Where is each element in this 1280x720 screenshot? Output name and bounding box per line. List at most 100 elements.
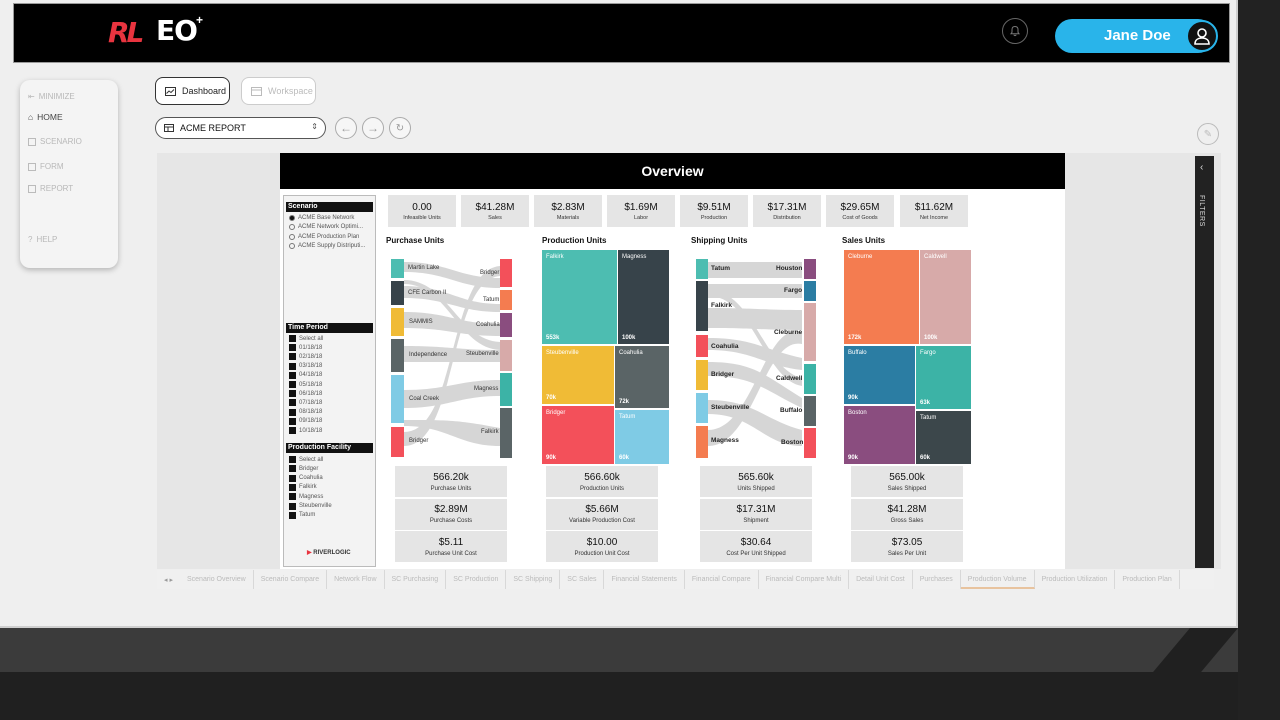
- checkbox-icon[interactable]: [289, 408, 296, 416]
- treemap-tile[interactable]: Bridger 90k: [542, 406, 614, 464]
- report-tab[interactable]: Scenario Compare: [254, 570, 328, 589]
- report-tab[interactable]: SC Sales: [560, 570, 605, 589]
- rl-logo[interactable]: RL: [108, 16, 144, 49]
- refresh-button[interactable]: ↻: [389, 117, 411, 139]
- treemap-tile[interactable]: Caldwell 100k: [920, 250, 971, 344]
- nav-minimize[interactable]: ⇤ MINIMIZE: [28, 92, 75, 101]
- radio-icon[interactable]: [289, 224, 295, 231]
- checkbox-icon[interactable]: [289, 353, 296, 361]
- checkbox-icon[interactable]: [289, 381, 296, 388]
- checkbox-icon[interactable]: [289, 474, 296, 482]
- riverlogic-brand: ▶ RIVERLOGIC: [307, 549, 351, 556]
- time-period-option[interactable]: 06/18/18: [289, 390, 322, 398]
- shipping-dest-label: Buffalo: [780, 407, 803, 414]
- report-tab[interactable]: Detail Unit Cost: [849, 570, 913, 589]
- dashboard-button[interactable]: Dashboard: [155, 77, 230, 105]
- treemap-tile[interactable]: Coahulia 72k: [615, 346, 669, 408]
- scenario-option[interactable]: ACME Supply Distriputi...: [289, 242, 365, 249]
- scenario-option[interactable]: ACME Production Plan: [289, 233, 359, 240]
- report-tab[interactable]: Financial Compare: [685, 570, 759, 589]
- treemap-tile[interactable]: Tatum 60k: [615, 410, 669, 464]
- edit-button[interactable]: ✎: [1197, 123, 1219, 145]
- checkbox-icon[interactable]: [289, 417, 296, 425]
- treemap-tile[interactable]: Fargo 63k: [916, 346, 971, 409]
- radio-icon[interactable]: [289, 233, 295, 240]
- facility-option[interactable]: Select all: [289, 456, 323, 463]
- report-tab[interactable]: Financial Statements: [604, 570, 685, 589]
- nav-label: FORM: [40, 162, 64, 171]
- report-tab[interactable]: SC Production: [446, 570, 507, 589]
- checkbox-icon[interactable]: [289, 493, 296, 501]
- facility-option[interactable]: Bridger: [289, 465, 318, 473]
- time-period-option[interactable]: 07/18/18: [289, 399, 322, 407]
- purchase-dest-label: Tatum: [483, 297, 500, 303]
- user-avatar-icon[interactable]: [1186, 20, 1218, 52]
- report-select[interactable]: ACME REPORT ⇕: [155, 117, 326, 139]
- shipping-sankey[interactable]: [694, 250, 822, 462]
- report-tabs: ◂ ▸ Scenario Overview Scenario Compare Net…: [157, 570, 1214, 589]
- radio-icon[interactable]: [289, 215, 295, 221]
- nav-report[interactable]: REPORT: [28, 184, 73, 193]
- nav-scenario[interactable]: SCENARIO: [28, 137, 82, 146]
- purchase-sankey[interactable]: [388, 250, 518, 462]
- metric-label: Sales Per Unit: [887, 550, 927, 557]
- time-period-option[interactable]: 09/18/18: [289, 417, 322, 425]
- treemap-tile[interactable]: Steubenville 70k: [542, 346, 614, 404]
- nav-home[interactable]: ⌂ HOME: [28, 112, 63, 122]
- checkbox-icon[interactable]: [289, 371, 296, 379]
- scenario-option[interactable]: ACME Network Optimi...: [289, 224, 363, 231]
- treemap-tile[interactable]: Buffalo 90k: [844, 346, 915, 404]
- checkbox-icon[interactable]: [289, 502, 296, 510]
- report-tab[interactable]: SC Shipping: [506, 570, 561, 589]
- time-period-option[interactable]: 01/18/18: [289, 344, 322, 352]
- report-tab[interactable]: Production Plan: [1115, 570, 1180, 589]
- checkbox-icon[interactable]: [289, 456, 296, 463]
- treemap-tile[interactable]: Cleburne 172k: [844, 250, 919, 344]
- forward-button[interactable]: →: [362, 117, 384, 139]
- facility-option[interactable]: Steubenville: [289, 502, 332, 510]
- time-period-option[interactable]: 03/18/18: [289, 362, 322, 370]
- report-tab[interactable]: Production Volume: [960, 570, 1035, 589]
- nav-help[interactable]: ? HELP: [28, 235, 57, 244]
- scenario-option[interactable]: ACME Base Network: [289, 215, 354, 221]
- facility-option[interactable]: Coahulia: [289, 474, 323, 482]
- nav-form[interactable]: FORM: [28, 162, 64, 171]
- report-tab[interactable]: SC Purchasing: [385, 570, 447, 589]
- checkbox-icon[interactable]: [289, 427, 296, 434]
- time-period-option[interactable]: Select all: [289, 335, 323, 342]
- workspace-button[interactable]: Workspace: [241, 77, 316, 105]
- checkbox-icon[interactable]: [289, 390, 296, 398]
- time-period-option[interactable]: 05/18/18: [289, 381, 322, 388]
- treemap-tile[interactable]: Tatum 60k: [916, 411, 971, 464]
- time-period-option[interactable]: 10/18/18: [289, 427, 322, 434]
- report-tab[interactable]: Network Flow: [327, 570, 385, 589]
- notification-bell-icon[interactable]: [1002, 18, 1028, 44]
- checkbox-icon[interactable]: [289, 399, 296, 407]
- shipping-dest-label: Houston: [776, 265, 803, 272]
- facility-option[interactable]: Falkirk: [289, 483, 317, 491]
- report-tab[interactable]: Financial Compare Multi: [759, 570, 850, 589]
- time-period-option[interactable]: 08/18/18: [289, 408, 322, 416]
- tab-scroll-arrows-icon[interactable]: ◂ ▸: [164, 576, 173, 584]
- checkbox-icon[interactable]: [289, 483, 296, 491]
- checkbox-icon[interactable]: [289, 362, 296, 370]
- report-tab[interactable]: Scenario Overview: [180, 570, 254, 589]
- facility-option[interactable]: Magness: [289, 493, 323, 501]
- facility-option[interactable]: Tatum: [289, 511, 315, 519]
- radio-icon[interactable]: [289, 242, 295, 249]
- report-tab[interactable]: Production Utilization: [1035, 570, 1116, 589]
- back-button[interactable]: ←: [335, 117, 357, 139]
- backdrop: [1238, 0, 1280, 720]
- treemap-tile[interactable]: Falkirk 553k: [542, 250, 617, 344]
- checkbox-icon[interactable]: [289, 344, 296, 352]
- treemap-tile[interactable]: Magness 100k: [618, 250, 669, 344]
- chevron-left-icon[interactable]: ‹: [1200, 162, 1204, 173]
- report-tab[interactable]: Purchases: [913, 570, 961, 589]
- time-period-option[interactable]: 04/18/18: [289, 371, 322, 379]
- time-period-option[interactable]: 02/18/18: [289, 353, 322, 361]
- checkbox-icon[interactable]: [289, 465, 296, 473]
- filters-pane-toggle[interactable]: [1195, 156, 1214, 568]
- checkbox-icon[interactable]: [289, 511, 296, 519]
- treemap-tile[interactable]: Boston 90k: [844, 406, 915, 464]
- checkbox-icon[interactable]: [289, 335, 296, 342]
